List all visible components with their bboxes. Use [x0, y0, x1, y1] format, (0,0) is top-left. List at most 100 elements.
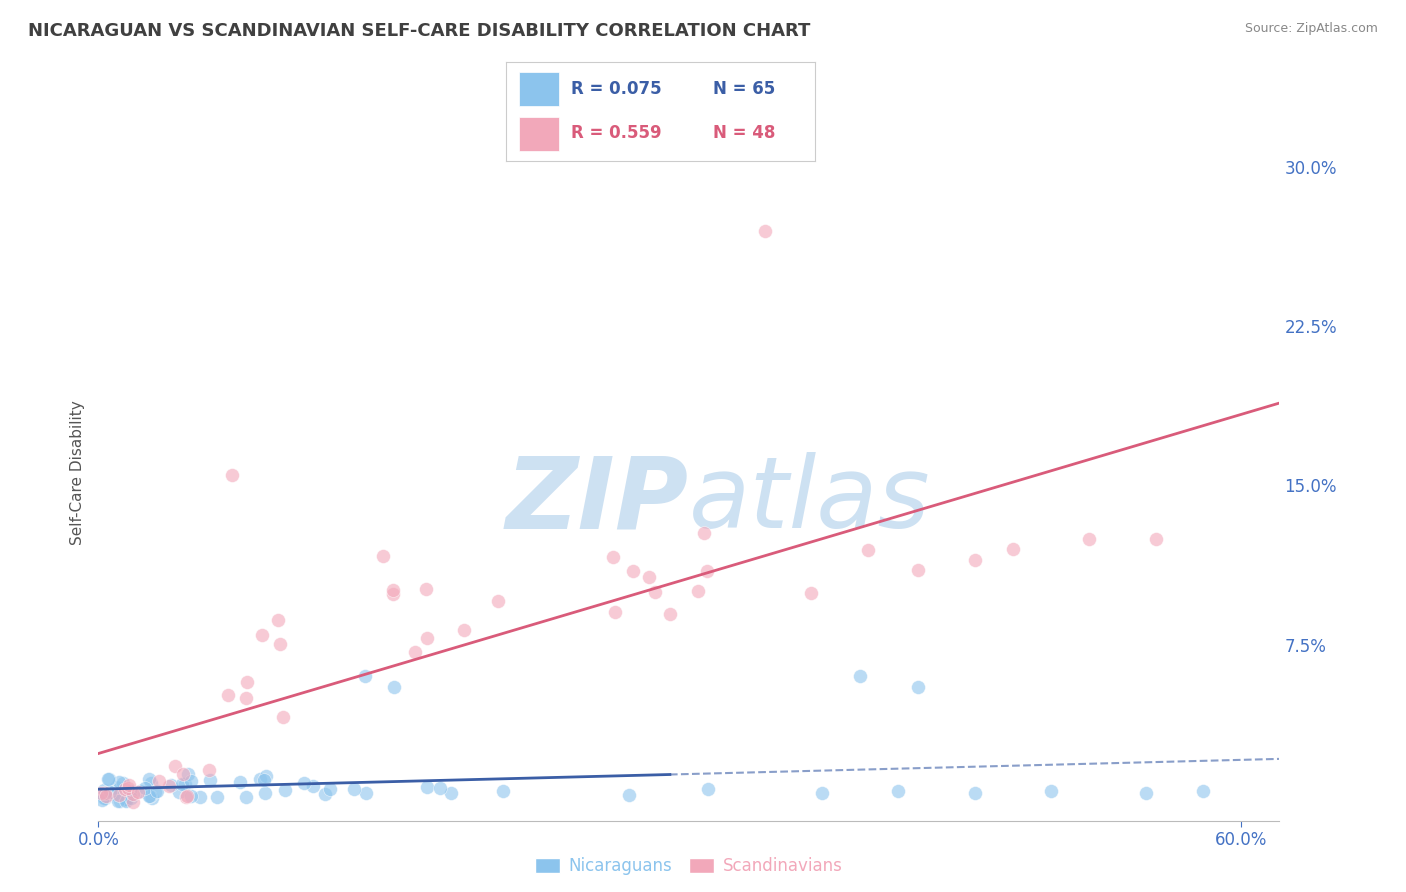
Point [371, 549, 394, 563]
Point [858, 543, 880, 558]
Point [602, 549, 624, 564]
Point [98, 772, 121, 786]
Point [96, 789, 118, 804]
Point [198, 773, 221, 788]
Point [250, 627, 273, 641]
Point [188, 789, 211, 804]
Point [754, 224, 776, 238]
Point [112, 776, 135, 790]
Point [129, 784, 152, 798]
Point [114, 794, 136, 808]
Point [907, 563, 929, 577]
Point [354, 786, 377, 800]
Point [174, 777, 197, 791]
Point [93, 787, 115, 801]
Point [621, 565, 644, 579]
Point [107, 775, 129, 789]
Point [1144, 532, 1167, 546]
Point [658, 607, 681, 622]
Point [167, 785, 190, 799]
Point [139, 776, 162, 790]
Point [207, 790, 229, 805]
Point [120, 790, 142, 805]
Point [118, 778, 141, 792]
Point [120, 783, 142, 797]
Point [492, 784, 515, 798]
Point [415, 780, 437, 795]
Point [229, 775, 252, 789]
Point [811, 786, 834, 800]
Point [382, 583, 405, 598]
Point [236, 675, 259, 690]
Point [253, 786, 276, 800]
Point [138, 772, 160, 786]
Point [107, 794, 129, 808]
Point [141, 791, 163, 805]
Point [170, 776, 193, 790]
Point [429, 781, 451, 796]
Point [176, 789, 198, 803]
Point [249, 772, 271, 786]
Point [122, 787, 145, 801]
Point [138, 789, 160, 804]
Point [104, 787, 127, 801]
Point [800, 586, 823, 600]
Point [688, 584, 710, 599]
Text: ZIP: ZIP [506, 452, 689, 549]
Point [143, 784, 166, 798]
Point [127, 785, 149, 799]
Point [159, 778, 181, 792]
Text: N = 65: N = 65 [713, 80, 776, 98]
Point [114, 793, 136, 807]
Text: R = 0.559: R = 0.559 [571, 124, 662, 142]
Point [94, 791, 117, 805]
Point [157, 779, 180, 793]
Point [354, 669, 377, 683]
Point [254, 769, 277, 783]
Point [93, 782, 115, 797]
Point [381, 587, 404, 601]
Point [105, 780, 128, 794]
Point [963, 786, 986, 800]
Point [94, 786, 117, 800]
Point [148, 773, 170, 788]
Point [382, 680, 405, 694]
Point [343, 781, 366, 796]
Text: N = 48: N = 48 [713, 124, 776, 142]
Point [273, 710, 295, 724]
Point [1135, 786, 1157, 800]
Point [163, 759, 186, 773]
Point [292, 776, 315, 790]
Text: Source: ZipAtlas.com: Source: ZipAtlas.com [1244, 22, 1378, 36]
Point [319, 781, 342, 796]
Point [693, 525, 716, 540]
Point [1001, 542, 1024, 557]
Point [314, 787, 336, 801]
Point [963, 552, 986, 567]
Text: atlas: atlas [689, 452, 931, 549]
Point [605, 605, 627, 619]
Point [110, 794, 132, 808]
Point [117, 781, 139, 796]
Point [440, 786, 463, 800]
Point [91, 793, 114, 807]
Point [907, 680, 929, 694]
Point [235, 789, 257, 804]
Point [644, 584, 666, 599]
Point [145, 783, 167, 797]
Bar [519, 72, 558, 105]
Point [97, 772, 120, 786]
Point [180, 789, 202, 803]
Point [177, 766, 200, 780]
Point [488, 594, 510, 608]
Point [887, 784, 910, 798]
Point [90, 786, 112, 800]
Point [115, 791, 138, 805]
Point [849, 669, 872, 683]
Point [122, 795, 145, 809]
Point [697, 781, 720, 796]
Point [302, 780, 325, 794]
Point [235, 690, 257, 705]
Point [217, 688, 239, 702]
Point [269, 637, 291, 651]
